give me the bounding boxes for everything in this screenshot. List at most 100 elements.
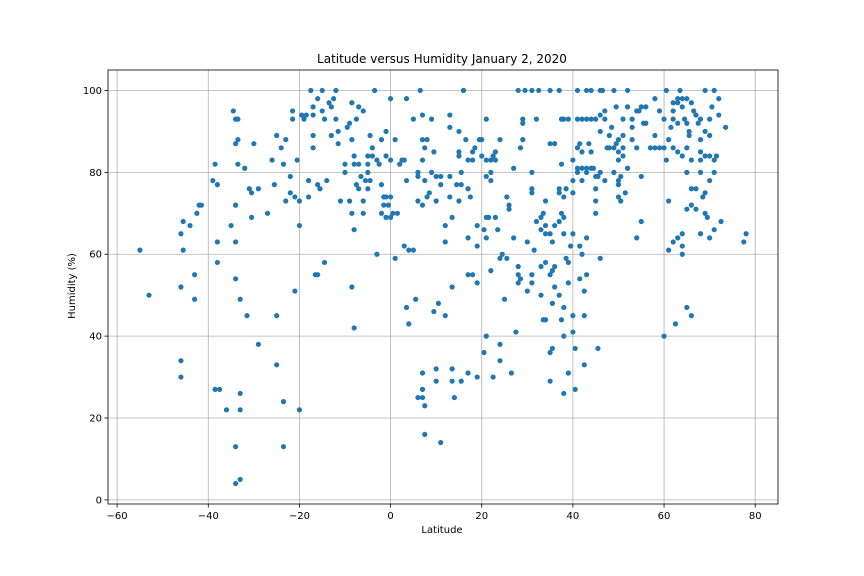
data-point bbox=[271, 182, 277, 188]
data-point bbox=[583, 169, 590, 175]
data-point bbox=[549, 268, 555, 274]
data-point bbox=[390, 210, 396, 216]
data-point bbox=[481, 349, 487, 356]
data-point bbox=[522, 87, 528, 94]
data-point bbox=[337, 198, 344, 204]
chart-title: Latitude versus Humidity January 2, 2020 bbox=[317, 52, 567, 66]
data-point bbox=[707, 132, 713, 139]
data-point bbox=[470, 157, 476, 163]
data-point bbox=[515, 87, 521, 94]
data-point bbox=[479, 153, 485, 159]
data-point bbox=[422, 145, 428, 151]
data-point bbox=[342, 169, 348, 175]
data-point bbox=[615, 157, 622, 163]
data-point bbox=[520, 120, 526, 126]
data-point bbox=[506, 202, 512, 208]
data-point bbox=[716, 96, 722, 102]
data-point bbox=[278, 145, 284, 151]
data-point bbox=[305, 177, 312, 184]
data-point bbox=[588, 87, 594, 94]
data-point bbox=[593, 210, 599, 216]
data-point bbox=[563, 186, 569, 192]
data-point bbox=[472, 145, 478, 151]
data-point bbox=[697, 157, 704, 163]
y-tick-label: 60 bbox=[89, 250, 102, 261]
data-point bbox=[624, 165, 631, 171]
data-point bbox=[401, 243, 407, 249]
data-point bbox=[556, 190, 562, 196]
data-point bbox=[303, 112, 309, 118]
data-point bbox=[319, 87, 325, 94]
data-point bbox=[606, 132, 612, 139]
data-point bbox=[387, 96, 394, 102]
data-point bbox=[419, 386, 426, 392]
data-point bbox=[702, 210, 708, 216]
x-tick-label: 20 bbox=[475, 511, 488, 522]
data-point bbox=[586, 141, 592, 147]
data-point bbox=[248, 190, 255, 196]
data-point bbox=[581, 313, 587, 319]
data-point bbox=[187, 222, 193, 229]
data-point bbox=[590, 165, 597, 171]
x-tick-label: −60 bbox=[107, 511, 128, 522]
data-point bbox=[438, 182, 444, 188]
y-tick-label: 20 bbox=[89, 414, 102, 425]
data-point bbox=[178, 284, 184, 290]
data-point bbox=[465, 370, 471, 376]
data-point bbox=[713, 153, 720, 159]
data-point bbox=[474, 374, 480, 380]
data-point bbox=[310, 145, 316, 151]
data-point bbox=[378, 182, 385, 188]
data-point bbox=[353, 116, 360, 122]
data-point bbox=[401, 157, 407, 163]
data-point bbox=[615, 137, 622, 143]
data-point bbox=[675, 235, 681, 241]
data-point bbox=[504, 255, 510, 261]
data-point bbox=[529, 186, 535, 192]
data-point bbox=[465, 186, 471, 192]
data-point bbox=[499, 251, 505, 257]
data-point bbox=[661, 333, 667, 339]
data-point bbox=[636, 108, 642, 114]
data-point bbox=[681, 116, 688, 122]
data-point bbox=[233, 276, 239, 282]
data-point bbox=[672, 321, 679, 327]
data-point bbox=[661, 145, 667, 151]
data-point bbox=[549, 345, 555, 352]
data-point bbox=[511, 165, 517, 171]
data-point bbox=[718, 218, 724, 225]
data-point bbox=[552, 263, 558, 270]
data-point bbox=[561, 231, 567, 237]
data-point bbox=[670, 145, 676, 151]
y-tick-label: 0 bbox=[96, 495, 102, 506]
data-point bbox=[529, 272, 535, 278]
data-point bbox=[255, 186, 262, 192]
x-tick-label: 40 bbox=[567, 511, 580, 522]
data-point bbox=[520, 137, 526, 143]
data-point bbox=[679, 231, 685, 237]
data-point bbox=[178, 358, 184, 364]
data-point bbox=[497, 137, 503, 143]
data-point bbox=[465, 157, 471, 163]
data-point bbox=[178, 231, 184, 237]
data-point bbox=[233, 141, 239, 147]
data-point bbox=[529, 280, 535, 286]
data-point bbox=[638, 173, 644, 180]
data-point bbox=[597, 128, 603, 135]
data-point bbox=[624, 104, 631, 110]
data-point bbox=[422, 431, 428, 437]
data-point bbox=[460, 87, 467, 94]
data-point bbox=[634, 235, 640, 241]
data-point bbox=[488, 177, 494, 184]
data-point bbox=[675, 120, 681, 126]
data-point bbox=[280, 444, 287, 450]
data-point bbox=[547, 87, 553, 94]
data-point bbox=[360, 108, 366, 114]
data-point bbox=[693, 186, 699, 192]
data-point bbox=[283, 137, 289, 143]
data-point bbox=[426, 190, 432, 196]
data-point bbox=[497, 255, 503, 261]
data-point bbox=[574, 165, 581, 171]
data-point bbox=[447, 112, 453, 118]
data-point bbox=[449, 284, 455, 290]
